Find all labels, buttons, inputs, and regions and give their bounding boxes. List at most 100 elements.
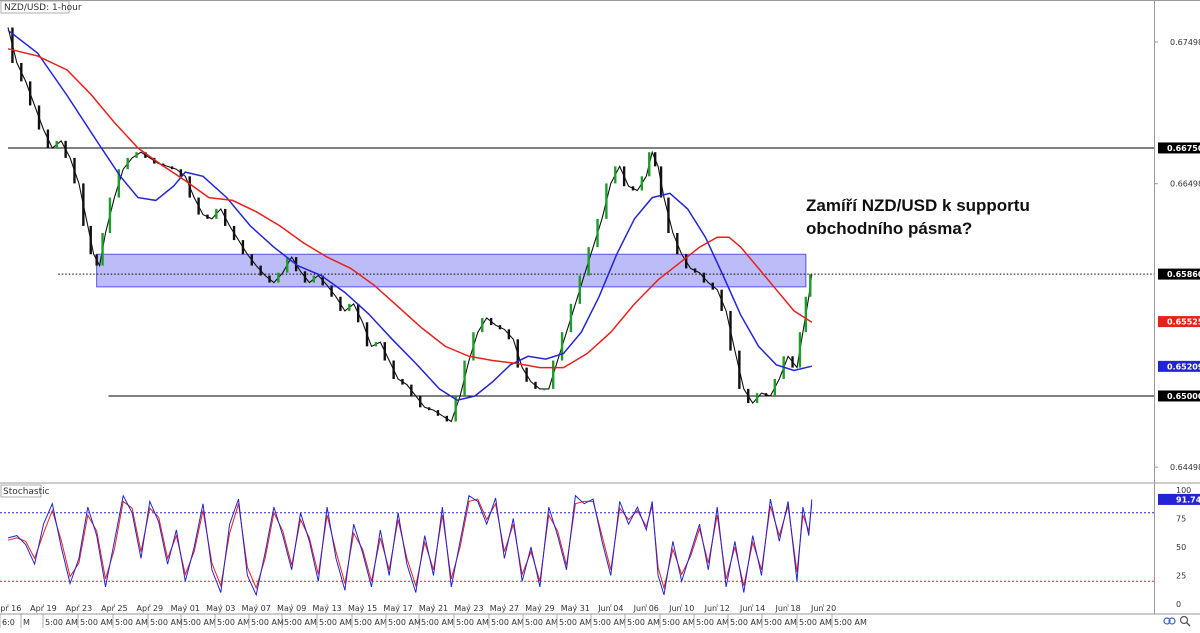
main-plot-area[interactable]: [0, 0, 1200, 615]
hour-label-2: 5:00 AM: [45, 618, 78, 627]
hour-label-13: 5:00 AM: [421, 618, 454, 627]
hour-label-6: 5:00 AM: [183, 618, 216, 627]
price-box-2: [1158, 316, 1200, 328]
price-body-45: [392, 360, 395, 379]
hour-label-5: 5:00 AM: [150, 618, 183, 627]
chart-tools[interactable]: [1163, 615, 1191, 627]
symbol-label-box: NZD/USD: 1-hour: [0, 0, 82, 14]
price-body-59: [516, 339, 519, 368]
price-box-label-0: 0.66750: [1167, 144, 1200, 153]
stoch-tick-label-1: 75: [1176, 515, 1186, 524]
horizontal-levels: [8, 147, 1154, 397]
hour-label-15: 5:00 AM: [491, 618, 524, 627]
date-label-11: May 17: [383, 604, 412, 613]
price-body-39: [339, 296, 342, 311]
price-body-61: [534, 381, 537, 389]
price-body-71: [622, 166, 626, 187]
price-box-label-4: 0.65000: [1167, 392, 1200, 401]
hour-label-23: 5:00 AM: [764, 618, 797, 627]
price-body-30: [259, 265, 262, 276]
price-body-13: [108, 197, 112, 233]
price-body-12: [101, 232, 104, 266]
hour-label-11: 5:00 AM: [354, 618, 387, 627]
price-body-84: [729, 310, 732, 351]
price-body-44: [383, 342, 386, 361]
price-body-31: [268, 275, 271, 283]
price-body-75: [653, 152, 657, 167]
price-body-93: [804, 296, 808, 333]
price-box-label-3: 0.65209: [1167, 362, 1200, 371]
date-label-4: Apr 29: [137, 604, 164, 613]
price-body-52: [454, 395, 457, 422]
price-body-22: [188, 176, 191, 198]
price-body-33: [286, 257, 289, 273]
price-body-11: [95, 254, 98, 266]
price-axis[interactable]: 0.67498 0.66498 0.64498 0.66750 0.65860 0.655…: [1154, 38, 1200, 472]
price-tick-label-1: 0.66498: [1170, 180, 1200, 189]
hour-label-18: 5:00 AM: [593, 618, 626, 627]
stochastic-label: Stochastic: [3, 487, 50, 497]
price-body-77: [667, 197, 670, 233]
price-body-56: [489, 318, 493, 326]
price-body-28: [241, 240, 245, 255]
price-body-54: [472, 332, 475, 361]
date-label-10: May 15: [348, 604, 377, 613]
date-label-17: Jun 04: [597, 604, 623, 613]
time-axis[interactable]: Apr 16 Apr 19 Apr 23 Apr 25 Apr 29 May 01 May …: [0, 604, 867, 628]
link-icon[interactable]: [1163, 617, 1176, 625]
price-tick-label-2: 0.64498: [1170, 463, 1200, 472]
price-body-63: [551, 360, 555, 389]
date-label-5: May 01: [171, 604, 200, 613]
stoch-tick-label-3: 25: [1176, 572, 1186, 581]
price-tick-label-0: 0.67498: [1170, 38, 1200, 47]
price-body-62: [543, 388, 546, 391]
price-body-53: [463, 360, 466, 396]
ma_slow-line: [7, 48, 813, 369]
stoch-k-line: [7, 494, 813, 597]
stoch-last-label: 91.74: [1176, 495, 1200, 504]
date-label-0: Apr 16: [0, 604, 21, 613]
hour-label-19: 5:00 AM: [627, 618, 660, 627]
price-body-35: [303, 271, 307, 283]
price-body-20: [170, 166, 174, 170]
price-box-label-2: 0.65525: [1167, 318, 1200, 327]
date-label-7: May 07: [242, 604, 271, 613]
price-body-32: [277, 272, 280, 283]
price-body-81: [702, 272, 706, 283]
stoch-last-box: [1158, 493, 1200, 505]
price-body-43: [374, 342, 378, 347]
price-body-85: [738, 350, 741, 389]
price-body-3: [28, 81, 32, 106]
price-body-24: [206, 214, 209, 219]
hour-label-22: 5:00 AM: [730, 618, 763, 627]
price-body-89: [773, 378, 777, 396]
date-label-19: Jun 10: [668, 604, 694, 613]
price-box-4: [1158, 390, 1200, 402]
hour-label-20: 5:00 AM: [662, 618, 695, 627]
price-body-23: [197, 197, 200, 215]
date-label-6: May 03: [206, 604, 235, 613]
hour-label-14: 5:00 AM: [456, 618, 489, 627]
date-label-23: Jun 20: [810, 604, 836, 613]
price-body-26: [223, 208, 227, 226]
stoch-tick-label-0: 100: [1176, 486, 1191, 495]
stochastic-axis[interactable]: 100 75 50 25 0 91.74: [1158, 486, 1200, 609]
trading-range-zone: [96, 253, 807, 288]
price-box-label-1: 0.65860: [1167, 270, 1200, 279]
magnifier-icon[interactable]: [1179, 615, 1191, 627]
price-body-6: [55, 140, 58, 148]
price-body-68: [596, 218, 599, 248]
ma_fast-line: [7, 29, 812, 402]
hour-label-0: 6:0: [2, 618, 15, 627]
price-body-7: [64, 140, 67, 158]
price-body-48: [419, 395, 422, 408]
price-body-78: [676, 232, 679, 255]
hour-label-16: 5:00 AM: [525, 618, 558, 627]
hour-label-3: 5:00 AM: [80, 618, 113, 627]
price-body-41: [356, 303, 360, 323]
price-body-36: [312, 275, 316, 283]
price-body-76: [659, 166, 663, 198]
price-body-17: [144, 152, 147, 158]
